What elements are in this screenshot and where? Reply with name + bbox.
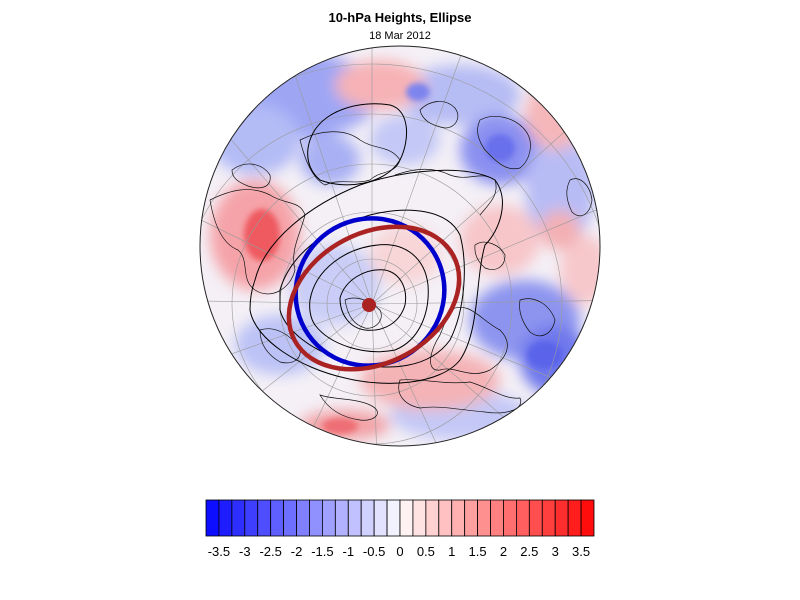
colorbar-tick-label: -2.5 [259, 544, 281, 559]
vortex-ellipses [286, 216, 462, 372]
colorbar-box [541, 499, 556, 537]
coastlines [209, 101, 593, 421]
colorbar-tick-label: -2 [291, 544, 303, 559]
colorbar-box [218, 499, 233, 537]
colorbar-box [386, 499, 401, 537]
colorbar-tick-labels: -3.5 -3 -2.5 -2 -1.5 -1 -0.5 0 0.5 1 1.5 2 2.5 3 3.5 [208, 544, 590, 559]
colorbar-box [347, 499, 362, 537]
colorbar-box [270, 499, 284, 537]
colorbar-box [283, 499, 297, 537]
colorbar-tick-label: 2.5 [520, 544, 538, 559]
colorbar-box [360, 499, 375, 537]
colorbar-tick-label: -1 [342, 544, 354, 559]
colorbar-tick-label: -3.5 [208, 544, 230, 559]
colorbar-box [205, 499, 220, 537]
colorbar-box [580, 499, 595, 537]
colorbar-box [296, 499, 310, 537]
colorbar-tick-label: 1.5 [469, 544, 487, 559]
globe-outline [199, 45, 601, 447]
colorbar-tick-label: -3 [239, 544, 251, 559]
colorbar-tick-label: 0.5 [417, 544, 435, 559]
colorbar-box [231, 499, 246, 537]
colorbar-box [412, 499, 427, 537]
colorbar-box [334, 499, 349, 537]
colorbar-box [567, 499, 582, 537]
colorbar-box [257, 499, 272, 537]
colorbar-tick-label: 3.5 [572, 544, 590, 559]
red-ellipse [286, 224, 462, 372]
colorbar-box [399, 499, 414, 537]
colorbar-box [244, 499, 259, 537]
map-title: 10-hPa Heights, Ellipse [328, 10, 472, 25]
colorbar-tick-label: 1 [448, 544, 455, 559]
colorbar-tick-label: -0.5 [363, 544, 385, 559]
colorbar-tick-label: 3 [552, 544, 559, 559]
colorbar-box [309, 499, 323, 537]
map-date: 18 Mar 2012 [369, 30, 431, 42]
colorbar-box [425, 499, 440, 537]
colorbar-box [451, 499, 466, 537]
vortex-center-marker [362, 298, 376, 312]
colorbar-box [554, 499, 569, 537]
colorbar-box [464, 499, 478, 537]
colorbar-box [438, 499, 453, 537]
colorbar-box [477, 499, 491, 537]
colorbar-box [373, 499, 388, 537]
colorbar-boxes [205, 499, 595, 537]
colorbar-box [528, 499, 543, 537]
colorbar-tick-label: 0 [396, 544, 403, 559]
colorbar-box [503, 499, 517, 537]
colorbar-tick-label: -1.5 [311, 544, 333, 559]
colorbar-box [490, 499, 504, 537]
colorbar-box [321, 499, 336, 537]
colorbar-box [516, 499, 530, 537]
colorbar-tick-label: 2 [500, 544, 507, 559]
